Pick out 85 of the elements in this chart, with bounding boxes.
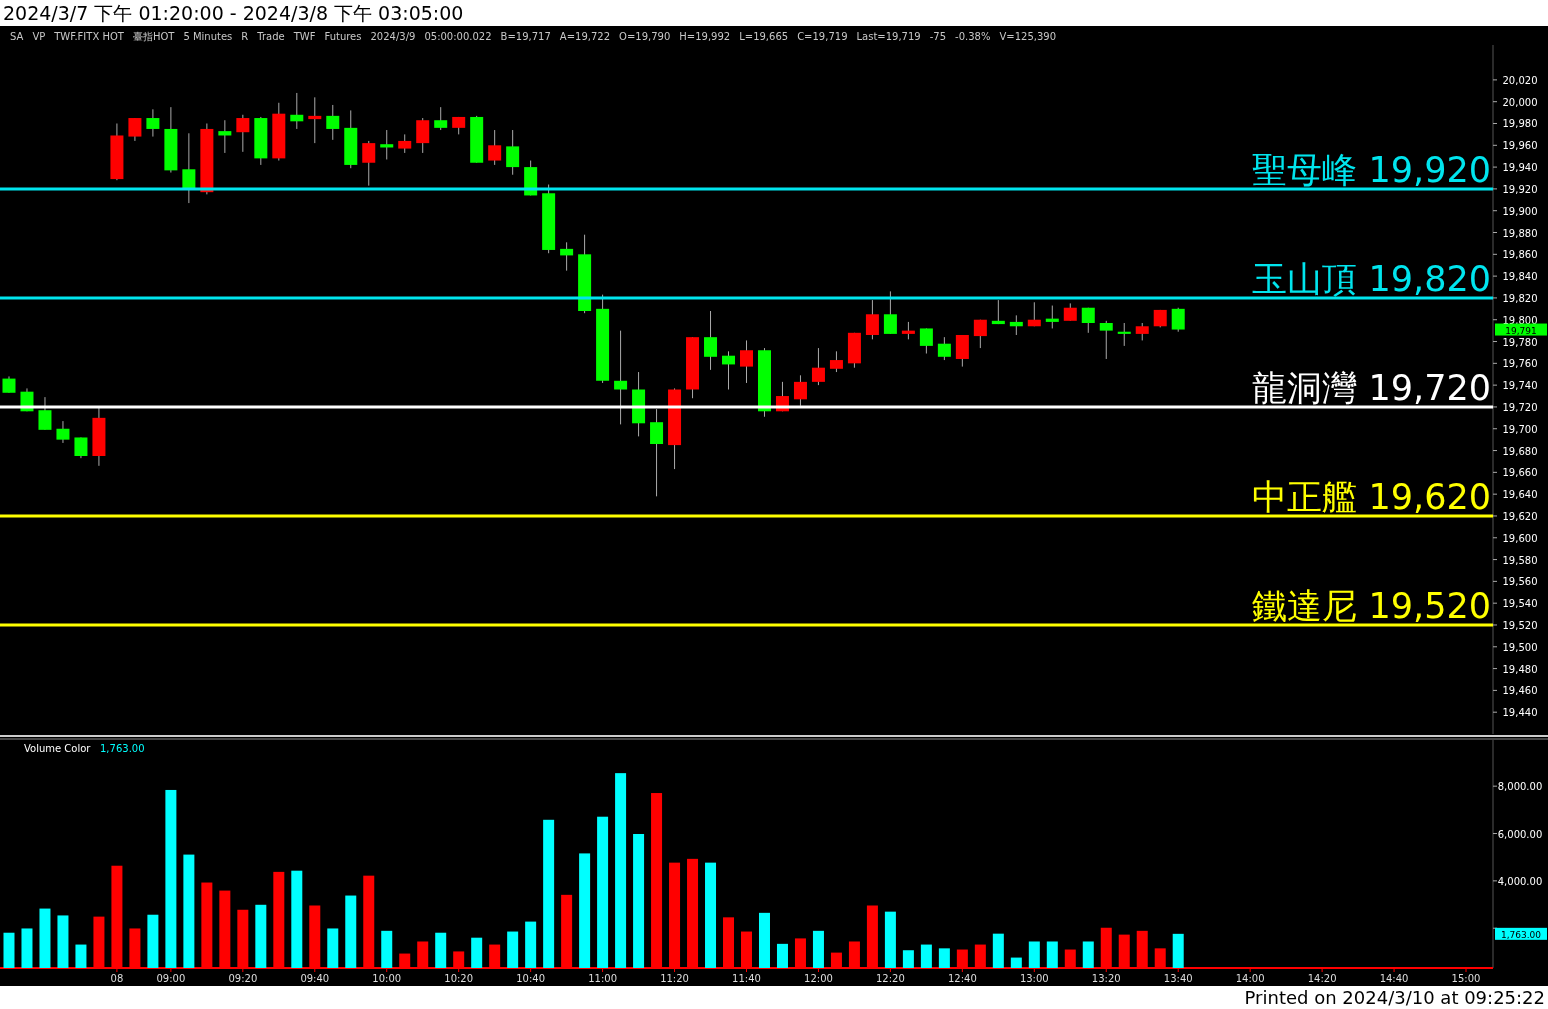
y-tick-label: 19,640 <box>1502 489 1538 501</box>
y-tick-label: 19,580 <box>1502 554 1538 566</box>
x-tick-label: 14:00 <box>1235 973 1265 984</box>
y-tick-label: 19,980 <box>1502 118 1538 130</box>
ref-line-label: 聖母峰 19,920 <box>1252 149 1491 190</box>
y-tick-label: 19,860 <box>1502 249 1538 261</box>
y-tick-label: 8,000.00 <box>1497 781 1543 793</box>
x-tick-label: 09:20 <box>228 973 258 984</box>
x-tick-label: 12:00 <box>804 973 833 984</box>
y-tick-label: 19,660 <box>1502 467 1538 479</box>
x-tick-label: 15:00 <box>1451 973 1481 984</box>
chart-subtitle: 1,763.00 <box>100 743 145 754</box>
ref-line-label: 中正艦 19,620 <box>1252 476 1491 517</box>
x-tick-label: 13:00 <box>1019 973 1049 984</box>
text: SA <box>10 31 24 42</box>
x-tick-label: 14:40 <box>1379 973 1409 984</box>
y-tick-label: 19,620 <box>1502 510 1538 522</box>
y-tick-label: 19,560 <box>1502 576 1538 588</box>
text: Trade <box>256 31 285 42</box>
x-tick-label: 10:20 <box>444 973 474 984</box>
y-tick-label: 19,820 <box>1502 292 1538 304</box>
text: O=19,790 <box>619 31 671 42</box>
text: -0.38% <box>955 31 991 42</box>
y-tick-label: 19,900 <box>1502 205 1538 217</box>
x-tick-label: 09:00 <box>156 973 186 984</box>
text: V=125,390 <box>999 31 1057 42</box>
text: Futures <box>324 31 362 42</box>
text: Last=19,719 <box>856 31 921 42</box>
text: L=19,665 <box>739 31 789 42</box>
text: TWF.FITX HOT <box>53 31 125 42</box>
text: 5 Minutes <box>183 31 233 42</box>
y-tick-label: 19,840 <box>1502 271 1538 283</box>
text: Printed on 2024/3/10 at 09:25:22 <box>1244 987 1545 1008</box>
text: C=19,719 <box>797 31 848 42</box>
text: -75 <box>929 31 947 42</box>
text: B=19,717 <box>500 31 551 42</box>
x-tick-label: 12:20 <box>875 973 905 984</box>
x-tick-label: 11:00 <box>588 973 618 984</box>
x-tick-label: 14:20 <box>1307 973 1337 984</box>
text: 19,791 <box>1505 325 1537 336</box>
y-tick-label: 19,720 <box>1502 401 1538 413</box>
x-tick-label: 13:40 <box>1163 973 1193 984</box>
y-tick-label: 19,440 <box>1502 707 1538 719</box>
x-tick-label: 12:40 <box>947 973 977 984</box>
y-tick-label: 19,460 <box>1502 685 1538 697</box>
x-tick-label: 10:00 <box>372 973 402 984</box>
text: 臺指HOT <box>132 31 176 42</box>
y-tick-label: 19,540 <box>1502 598 1538 610</box>
y-tick-label: 19,960 <box>1502 140 1538 152</box>
x-tick-label: 10:40 <box>516 973 546 984</box>
x-tick-label: 13:20 <box>1091 973 1121 984</box>
text: TWF <box>292 31 316 42</box>
text: A=19,722 <box>559 31 611 42</box>
y-tick-label: 19,780 <box>1502 336 1538 348</box>
y-tick-label: 19,500 <box>1502 641 1538 653</box>
y-tick-label: 4,000.00 <box>1497 875 1543 887</box>
text: R <box>241 31 249 42</box>
ref-line-label: 鐵達尼 19,520 <box>1252 585 1491 626</box>
y-tick-label: 20,020 <box>1502 74 1538 86</box>
y-tick-label: 19,760 <box>1502 358 1538 370</box>
ref-line-label: 玉山頂 19,820 <box>1252 258 1491 299</box>
text: 05:00:00.022 <box>424 31 492 42</box>
text: H=19,992 <box>679 31 731 42</box>
y-tick-label: 19,600 <box>1502 532 1538 544</box>
y-tick-label: 19,740 <box>1502 380 1538 392</box>
text: VP <box>32 31 46 42</box>
y-tick-label: 19,680 <box>1502 445 1538 457</box>
y-tick-label: 19,700 <box>1502 423 1538 435</box>
x-tick-label: 09:40 <box>300 973 330 984</box>
y-tick-label: 20,000 <box>1502 96 1538 108</box>
y-tick-label: 19,880 <box>1502 227 1538 239</box>
y-tick-label: 19,800 <box>1502 314 1538 326</box>
chart-title: 2024/3/7 下午 01:20:00 - 2024/3/8 下午 03:05:00 <box>3 2 464 24</box>
text: 2024/3/9 <box>370 31 416 42</box>
x-tick-label: 08 <box>110 973 124 984</box>
text: 1,763.00 <box>1500 929 1542 940</box>
y-tick-label: 6,000.00 <box>1497 828 1543 840</box>
chart-title: Volume Color <box>24 743 92 754</box>
y-tick-label: 19,520 <box>1502 619 1538 631</box>
y-tick-label: 19,480 <box>1502 663 1538 675</box>
y-tick-label: 19,920 <box>1502 183 1538 195</box>
y-tick-label: 19,940 <box>1502 162 1538 174</box>
x-tick-label: 11:20 <box>660 973 689 984</box>
x-tick-label: 11:40 <box>732 973 761 984</box>
ref-line-label: 龍洞灣 19,720 <box>1252 367 1491 408</box>
